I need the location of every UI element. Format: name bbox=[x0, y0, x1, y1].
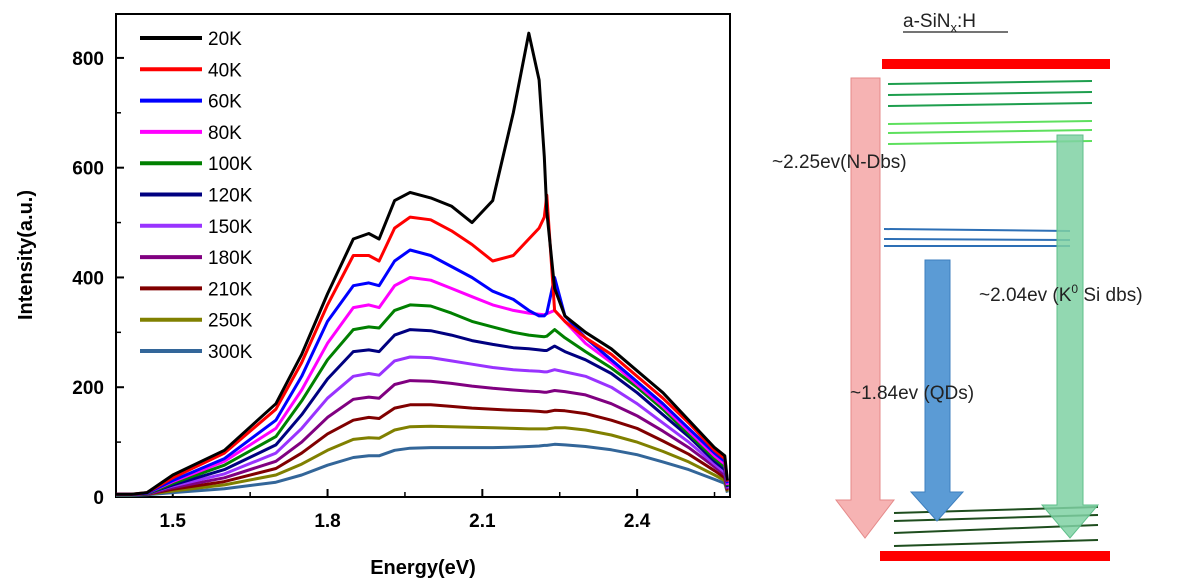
k-label-sup: 0 bbox=[1071, 282, 1078, 296]
x-tick-label: 1.8 bbox=[314, 511, 340, 532]
qd-transition-label: ~1.84ev (QDs) bbox=[850, 383, 974, 404]
qd-transition-arrow bbox=[909, 259, 965, 522]
legend-label: 210K bbox=[208, 279, 253, 300]
k-label-pre: ~2.04ev (K bbox=[979, 285, 1072, 306]
defect-level bbox=[887, 80, 1093, 85]
k-label-post: Si dbs) bbox=[1078, 285, 1142, 306]
legend-label: 300K bbox=[208, 342, 253, 363]
legend-label: 40K bbox=[208, 60, 242, 81]
qd-level bbox=[883, 228, 1071, 232]
series-line-210K bbox=[116, 403, 729, 496]
legend-label: 150K bbox=[208, 217, 253, 238]
series-line-100K bbox=[116, 303, 729, 496]
y-axis: 0 200 400 600 800 bbox=[72, 49, 124, 509]
defect-level bbox=[887, 91, 1093, 96]
x-axis: 1.5 1.8 2.1 2.4 bbox=[160, 489, 716, 532]
diagram-title-tail: :H bbox=[957, 11, 976, 32]
legend-label: 60K bbox=[208, 92, 242, 113]
x-tick-label: 1.5 bbox=[160, 511, 187, 532]
series-line-20K bbox=[116, 31, 729, 496]
series-line-180K bbox=[116, 379, 729, 496]
qd-level bbox=[883, 238, 1071, 241]
y-tick-label: 400 bbox=[72, 268, 104, 289]
legend-label: 180K bbox=[208, 248, 253, 269]
x-axis-title: Energy(eV) bbox=[370, 557, 476, 579]
defect-level bbox=[887, 102, 1093, 107]
legend: 20K 40K 60K 80K 100K 120K 150K 180K 210K 250K 300K bbox=[140, 29, 253, 363]
defect-level bbox=[887, 129, 1093, 134]
pl-spectra-chart: 0 200 400 600 800 1.5 1.8 2.1 2.4 20K 40K 60K 80K 1… bbox=[15, 13, 731, 579]
x-tick-label: 2.1 bbox=[469, 511, 496, 532]
legend-label: 100K bbox=[208, 154, 253, 175]
series-line-150K bbox=[116, 355, 729, 496]
x-tick-label: 2.4 bbox=[624, 511, 651, 532]
series-line-80K bbox=[116, 276, 729, 496]
k-center-transition-label: ~2.04ev (K0 Si dbs) bbox=[979, 282, 1143, 306]
nd-transition-label: ~2.25ev(N-Dbs) bbox=[772, 152, 907, 173]
y-tick-label: 600 bbox=[72, 159, 104, 180]
y-tick-label: 200 bbox=[72, 378, 104, 399]
diagram-title-main: a-SiN bbox=[903, 11, 951, 32]
nd-transition-arrow bbox=[834, 77, 896, 539]
series-line-60K bbox=[116, 248, 729, 496]
energy-level-diagram: a-SiNx:H ~2.25ev(N-Dbs) ~1.84ev (QDs) ~2 bbox=[772, 11, 1143, 561]
y-tick-label: 0 bbox=[93, 488, 104, 509]
legend-label: 250K bbox=[208, 311, 253, 332]
series-line-120K bbox=[116, 328, 729, 496]
legend-label: 20K bbox=[208, 29, 242, 50]
valence-tail-level bbox=[893, 539, 1099, 547]
diagram-title-sub: x bbox=[951, 20, 958, 35]
k-center-transition-arrow bbox=[1040, 134, 1100, 539]
plot-frame bbox=[115, 13, 731, 498]
defect-level bbox=[887, 120, 1093, 125]
series-line-250K bbox=[116, 424, 729, 497]
series-line-40K bbox=[116, 193, 729, 496]
series-lines bbox=[116, 31, 729, 497]
y-tick-label: 800 bbox=[72, 49, 104, 70]
y-axis-title: Intensity(a.u.) bbox=[15, 190, 37, 320]
series-line-300K bbox=[116, 442, 729, 497]
legend-label: 120K bbox=[208, 186, 253, 207]
diagram-title: a-SiNx:H bbox=[903, 11, 976, 35]
legend-label: 80K bbox=[208, 123, 242, 144]
